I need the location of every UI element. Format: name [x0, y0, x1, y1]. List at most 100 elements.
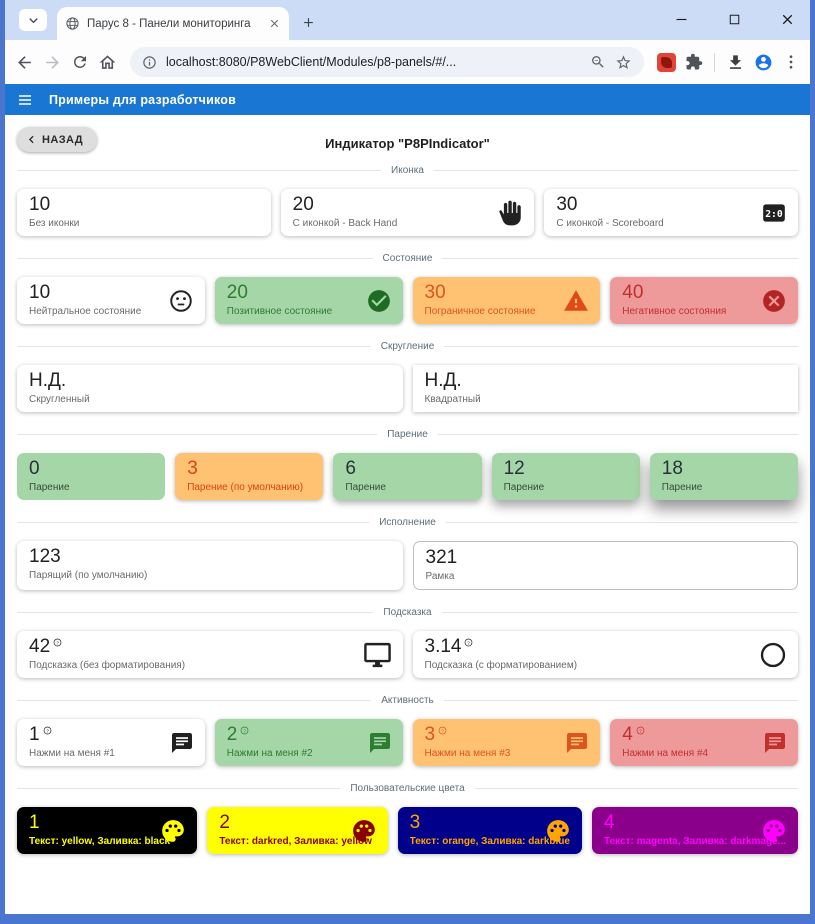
indicator-value: 30	[424, 282, 446, 303]
minimize-button[interactable]	[673, 11, 690, 28]
toolbar-divider	[714, 52, 715, 72]
bookmark-star-icon[interactable]	[615, 54, 632, 71]
home-button[interactable]	[98, 53, 117, 72]
indicator-value: 40	[622, 282, 644, 303]
indicator-card: 321 Рамка	[412, 541, 798, 590]
indicator-card: Н.Д. Скругленный	[17, 365, 403, 412]
clickable-indicator-card[interactable]: 1 Нажми на меня #1	[17, 719, 205, 766]
indicator-card: 6 Парение	[333, 453, 482, 500]
cancel-circle-icon	[761, 288, 787, 314]
reload-button[interactable]	[71, 53, 89, 71]
help-icon	[53, 638, 62, 647]
chevron-left-icon	[25, 133, 38, 146]
section-divider-custom-colors: Пользовательские цвета	[17, 783, 798, 794]
download-icon	[726, 53, 745, 72]
app-title: Примеры для разработчиков	[49, 92, 236, 107]
indicator-value: 20	[292, 194, 314, 215]
indicator-caption: Без иконки	[29, 218, 80, 229]
indicator-value: 10	[29, 282, 51, 303]
indicator-value: 2	[219, 812, 230, 833]
indicator-caption: Нажми на меня #2	[226, 748, 313, 759]
clickable-indicator-card[interactable]: 2 Нажми на меня #2	[214, 719, 403, 766]
back-button[interactable]	[15, 53, 34, 72]
indicator-value: 3.14	[424, 636, 462, 657]
back-nav-button[interactable]: НАЗАД	[17, 127, 97, 152]
indicator-card: 40 Негативное состояния	[610, 277, 798, 324]
indicator-card: 10 Нейтральное состояние	[17, 277, 205, 324]
tab-close-button[interactable]	[268, 17, 281, 30]
profile-button[interactable]	[754, 53, 773, 72]
section-divider-state: Состояние	[17, 253, 798, 264]
indicator-value: 4	[622, 724, 633, 745]
downloads-button[interactable]	[726, 53, 745, 72]
indicator-caption: Текст: darkred, Заливка: yellow	[219, 836, 372, 847]
help-icon	[438, 726, 447, 735]
section-divider-icon: Иконка	[17, 165, 798, 176]
home-icon	[98, 53, 117, 72]
url-text[interactable]: localhost:8080/P8WebClient/Modules/p8-pa…	[166, 55, 457, 69]
indicator-caption: Рамка	[425, 571, 455, 582]
extensions-button[interactable]	[685, 53, 703, 71]
indicator-value: 3	[424, 724, 436, 745]
browser-tab[interactable]: Парус 8 - Панели мониторинга	[57, 7, 289, 40]
indicator-caption: Квадратный	[424, 394, 481, 405]
chevron-down-icon	[26, 13, 41, 28]
chat-icon	[565, 731, 589, 755]
info-icon[interactable]	[142, 55, 157, 70]
forward-button[interactable]	[43, 53, 62, 72]
address-bar[interactable]: localhost:8080/P8WebClient/Modules/p8-pa…	[130, 47, 644, 77]
app-bar: Примеры для разработчиков	[5, 84, 810, 115]
indicator-caption: Парение	[503, 482, 545, 493]
indicator-card: 3 Текст: orange, Заливка: darkblue	[397, 807, 582, 854]
indicator-card: 30 С иконкой - Scoreboard	[544, 189, 798, 236]
indicator-card: 4 Текст: magenta, Заливка: darkmage...	[591, 807, 798, 854]
puzzle-icon	[685, 53, 703, 71]
indicator-value: 1	[29, 812, 40, 833]
indicator-value: 20	[226, 282, 248, 303]
palette-icon	[761, 818, 787, 844]
indicator-value: 3	[409, 812, 421, 833]
person-icon	[754, 53, 773, 72]
minimize-icon	[673, 11, 690, 28]
indicator-card: Н.Д. Квадратный	[412, 365, 798, 412]
extension-icon[interactable]	[657, 52, 676, 72]
indicator-card: 18 Парение	[649, 453, 798, 500]
close-window-button[interactable]	[779, 11, 796, 28]
indicator-card: 10 Без иконки	[17, 189, 271, 236]
section-divider-rounding: Скругление	[17, 341, 798, 352]
zoom-out-icon[interactable]	[590, 54, 606, 70]
indicator-caption: Нажми на меня #1	[29, 748, 115, 759]
indicator-value: 42	[29, 636, 51, 657]
indicator-value: 30	[556, 194, 578, 215]
indicator-value: 123	[29, 546, 61, 567]
page-content: НАЗАД Индикатор "P8PIndicator" Иконка 10…	[5, 115, 810, 914]
indicator-value: 321	[425, 547, 458, 568]
clickable-indicator-card[interactable]: 3 Нажми на меня #3	[412, 719, 601, 766]
hamburger-menu-icon[interactable]	[17, 92, 33, 108]
page-title: Индикатор "P8PIndicator"	[325, 135, 490, 151]
indicator-value: 18	[661, 458, 683, 479]
indicator-caption: Парение (по умолчанию)	[187, 482, 304, 493]
indicator-caption: Негативное состояния	[622, 306, 727, 317]
warning-triangle-icon	[563, 288, 589, 314]
circle-outline-icon	[759, 641, 787, 669]
maximize-button[interactable]	[726, 11, 743, 28]
tab-title: Парус 8 - Панели мониторинга	[87, 17, 251, 30]
clickable-indicator-card[interactable]: 4 Нажми на меня #4	[610, 719, 798, 766]
indicator-caption: Нажми на меня #4	[622, 748, 709, 759]
menu-button[interactable]	[782, 53, 800, 71]
new-tab-button[interactable]	[301, 15, 316, 30]
indicator-caption: Текст: yellow, Заливка: black	[29, 836, 171, 847]
tab-search-button[interactable]	[19, 9, 47, 31]
indicator-caption: Скругленный	[29, 394, 90, 405]
indicator-card: 20 Позитивное состояние	[214, 277, 403, 324]
indicator-caption: С иконкой - Scoreboard	[556, 218, 664, 229]
section-divider-tooltip: Подсказка	[17, 607, 798, 618]
indicator-caption: Подсказка (без форматирования)	[29, 660, 186, 671]
indicator-caption: Текст: orange, Заливка: darkblue	[409, 836, 570, 847]
help-icon	[464, 638, 473, 647]
check-circle-icon	[366, 288, 392, 314]
indicator-value: 1	[29, 724, 40, 745]
kebab-menu-icon	[782, 53, 800, 71]
